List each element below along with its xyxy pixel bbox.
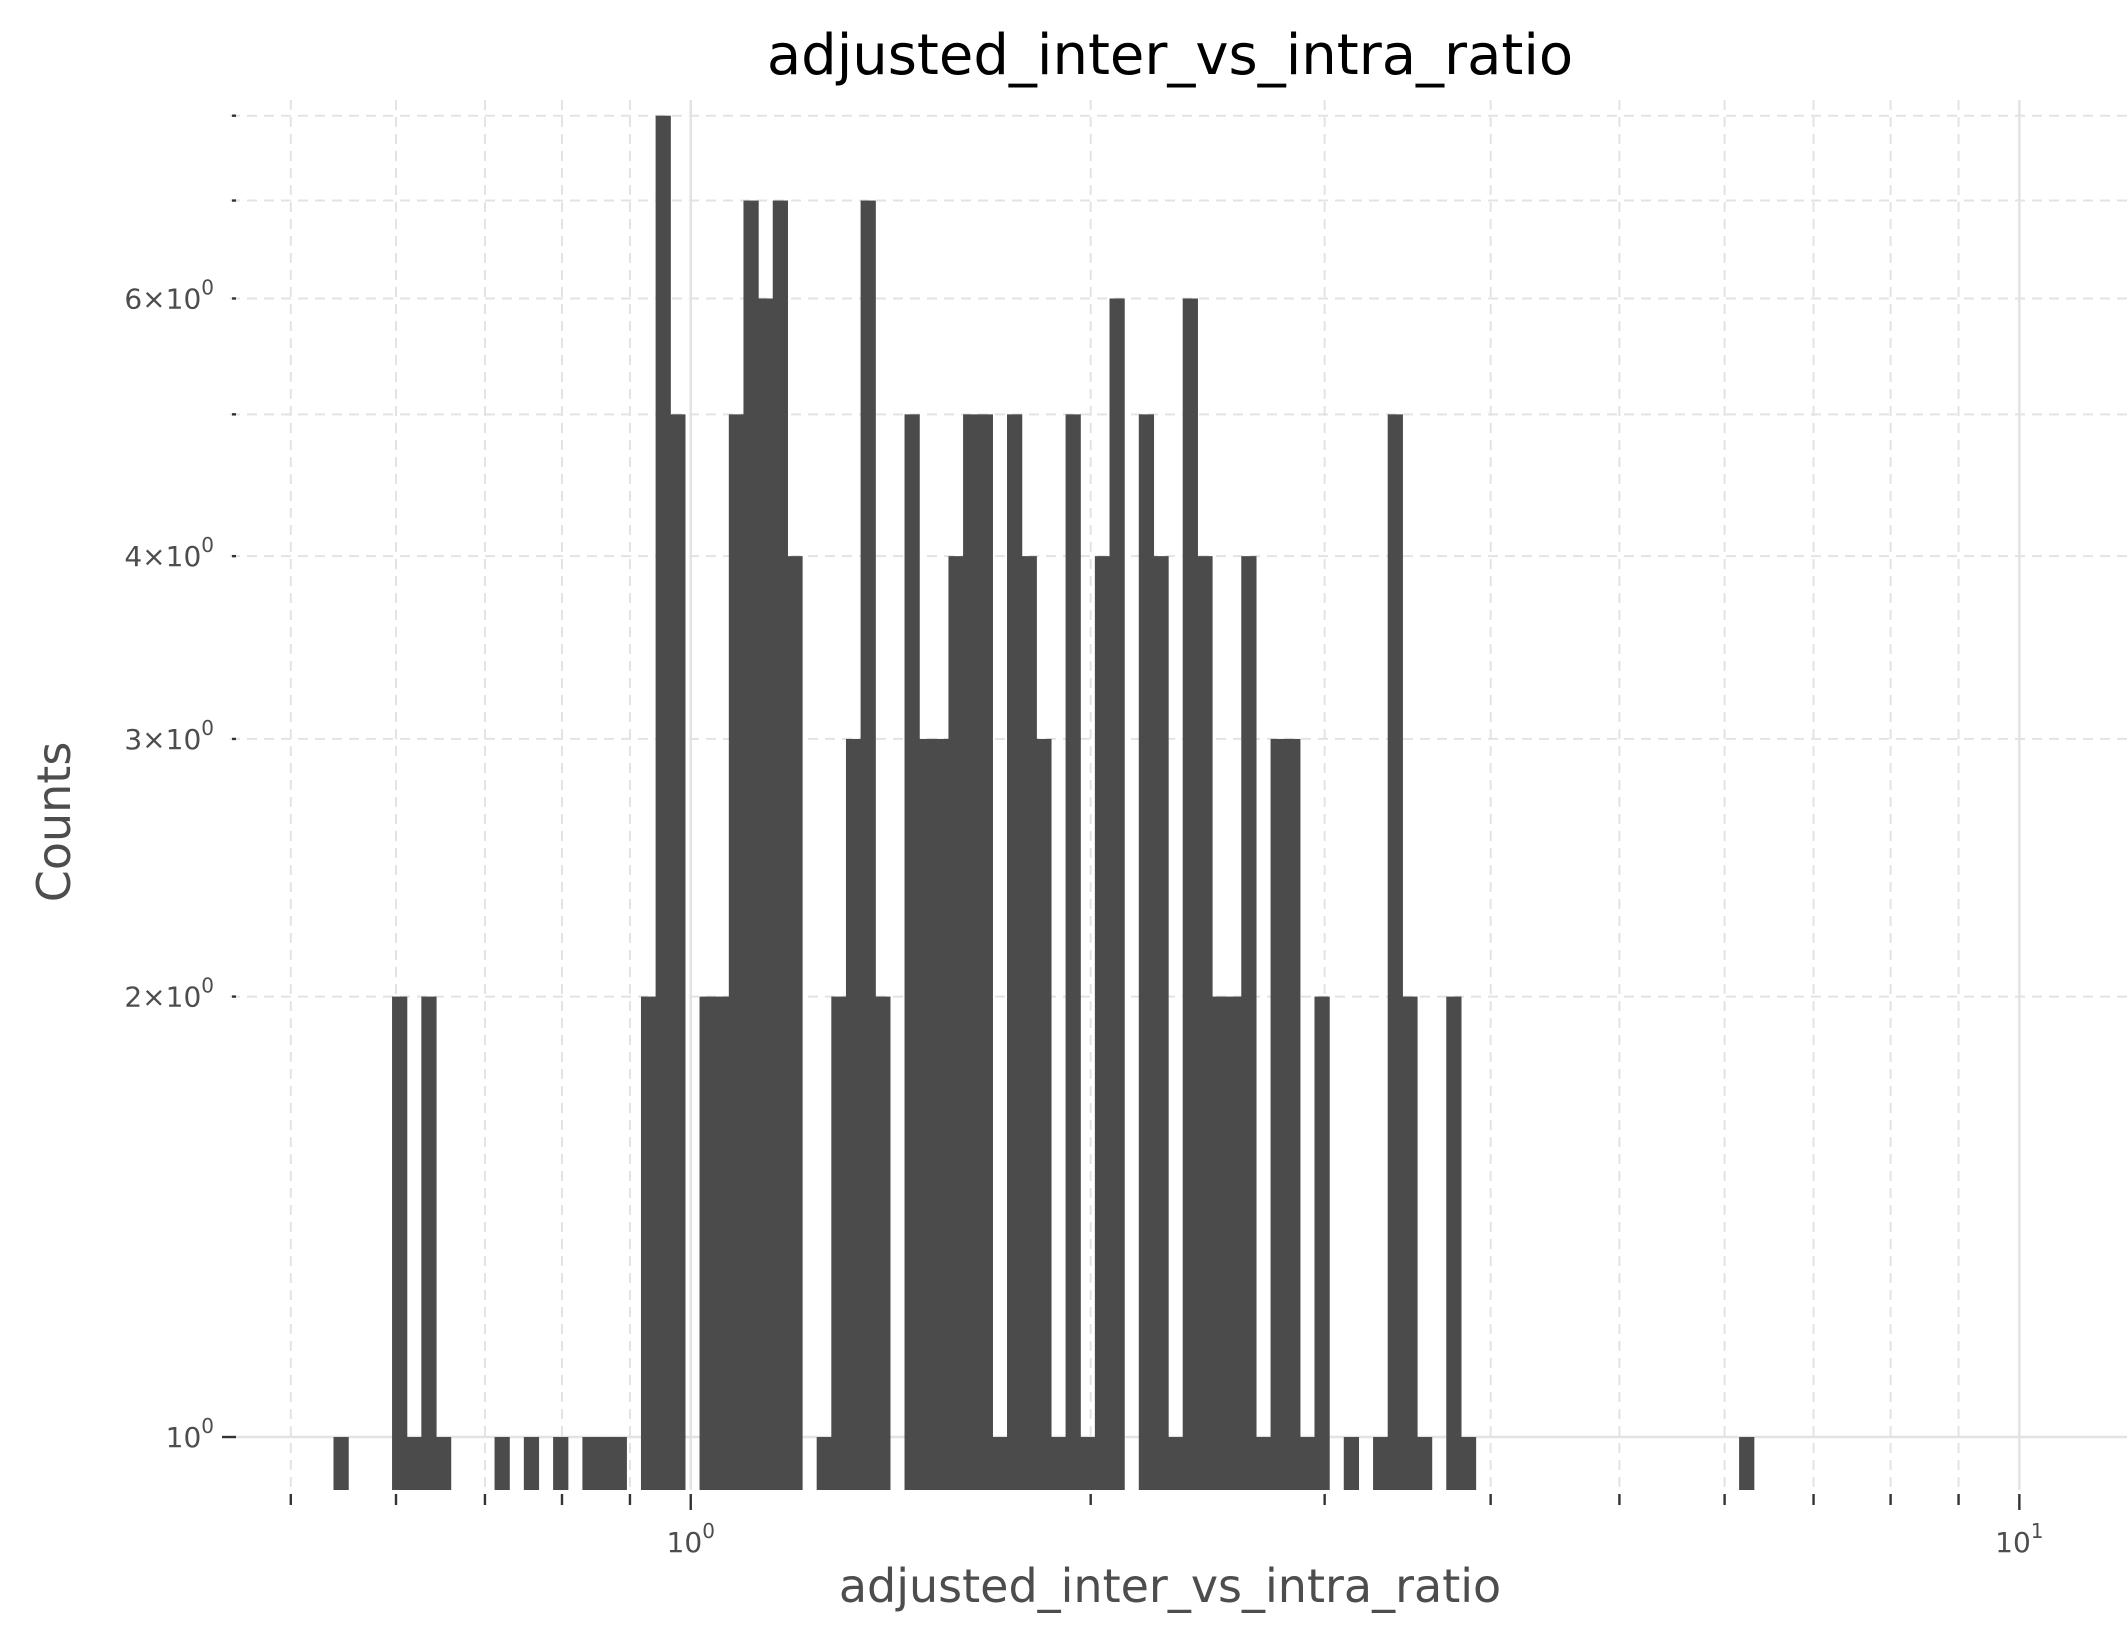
histogram-bar bbox=[1739, 1437, 1755, 1490]
histogram-bar bbox=[1211, 996, 1228, 1490]
axis-ticks: 100 101 100 2×100 3×100 4×100 6×100 bbox=[124, 114, 2044, 1559]
histogram-bar bbox=[787, 556, 803, 1490]
histogram-bar bbox=[743, 200, 759, 1491]
histogram-bar bbox=[1021, 556, 1037, 1490]
y-tick-label: 3×100 bbox=[124, 716, 214, 756]
histogram-bar bbox=[977, 414, 993, 1491]
histogram-bar bbox=[845, 738, 862, 1490]
grid-lines bbox=[230, 100, 2127, 1490]
histogram-bar bbox=[1168, 1437, 1184, 1490]
histogram-bar bbox=[494, 1437, 510, 1490]
histogram-bar bbox=[1138, 414, 1155, 1491]
histogram-bar bbox=[1050, 1437, 1067, 1490]
histogram-bar bbox=[714, 996, 730, 1490]
histogram-bar bbox=[728, 414, 745, 1491]
histogram-bar bbox=[699, 996, 715, 1490]
histogram-bar bbox=[1094, 556, 1111, 1490]
histogram-bar bbox=[406, 1437, 422, 1490]
histogram-bar bbox=[1241, 556, 1257, 1490]
histogram-bar bbox=[919, 738, 935, 1490]
histogram-bar bbox=[1036, 738, 1052, 1490]
histogram-bar bbox=[421, 996, 437, 1490]
histogram-bar bbox=[860, 200, 876, 1491]
histogram-bar bbox=[1373, 1437, 1389, 1490]
histogram-bar bbox=[1270, 738, 1286, 1490]
y-tick-label: 2×100 bbox=[124, 974, 214, 1014]
histogram-bar bbox=[992, 1437, 1008, 1490]
y-axis-label: Counts bbox=[27, 742, 81, 903]
histogram-bar bbox=[392, 996, 408, 1490]
histogram-bar bbox=[611, 1437, 627, 1490]
histogram-bar bbox=[1416, 1437, 1433, 1490]
histogram-bar bbox=[904, 414, 920, 1491]
histogram-bar bbox=[1314, 996, 1330, 1490]
histogram-bar bbox=[1387, 414, 1403, 1491]
histogram-bar bbox=[333, 1437, 349, 1490]
histogram-bar bbox=[1255, 1437, 1272, 1490]
histogram-bar bbox=[582, 1437, 598, 1490]
histogram-bar bbox=[1226, 996, 1242, 1490]
histogram-bar bbox=[772, 200, 788, 1491]
histogram-bar bbox=[597, 1437, 613, 1490]
histogram-bar bbox=[933, 738, 950, 1490]
histogram-bar bbox=[831, 996, 847, 1490]
histogram-bar bbox=[655, 115, 671, 1490]
y-tick-label: 100 bbox=[166, 1414, 214, 1454]
histogram-bar bbox=[640, 996, 657, 1490]
histogram-bar bbox=[1446, 996, 1462, 1490]
histogram-bar bbox=[758, 298, 774, 1490]
histogram-bar bbox=[1285, 738, 1301, 1490]
histogram-bar bbox=[1343, 1437, 1360, 1490]
histogram-bar bbox=[1109, 298, 1125, 1490]
y-tick-label: 4×100 bbox=[124, 533, 214, 573]
histogram-bars bbox=[333, 115, 1755, 1491]
histogram-bar bbox=[1182, 298, 1198, 1490]
histogram-bar bbox=[1007, 414, 1023, 1491]
histogram-bar bbox=[1080, 1437, 1096, 1490]
histogram-bar bbox=[1299, 1437, 1316, 1490]
chart-title: adjusted_inter_vs_intra_ratio bbox=[767, 23, 1573, 88]
histogram-bar bbox=[435, 1437, 452, 1490]
histogram-bar bbox=[1065, 414, 1081, 1491]
histogram-bar bbox=[875, 996, 891, 1490]
histogram-bar bbox=[816, 1437, 832, 1490]
histogram-bar bbox=[963, 414, 979, 1491]
histogram-bar bbox=[670, 414, 686, 1491]
histogram-bar bbox=[948, 556, 964, 1490]
histogram-bar bbox=[553, 1437, 569, 1490]
x-tick-label: 101 bbox=[1995, 1519, 2043, 1559]
histogram-bar bbox=[523, 1437, 540, 1490]
histogram-bar bbox=[1197, 556, 1213, 1490]
histogram-bar bbox=[1460, 1437, 1477, 1490]
histogram-bar bbox=[1153, 556, 1169, 1490]
x-tick-label: 100 bbox=[667, 1519, 715, 1559]
histogram-bar bbox=[1402, 996, 1418, 1490]
x-axis-label: adjusted_inter_vs_intra_ratio bbox=[839, 1559, 1501, 1613]
y-tick-label: 6×100 bbox=[124, 275, 214, 315]
